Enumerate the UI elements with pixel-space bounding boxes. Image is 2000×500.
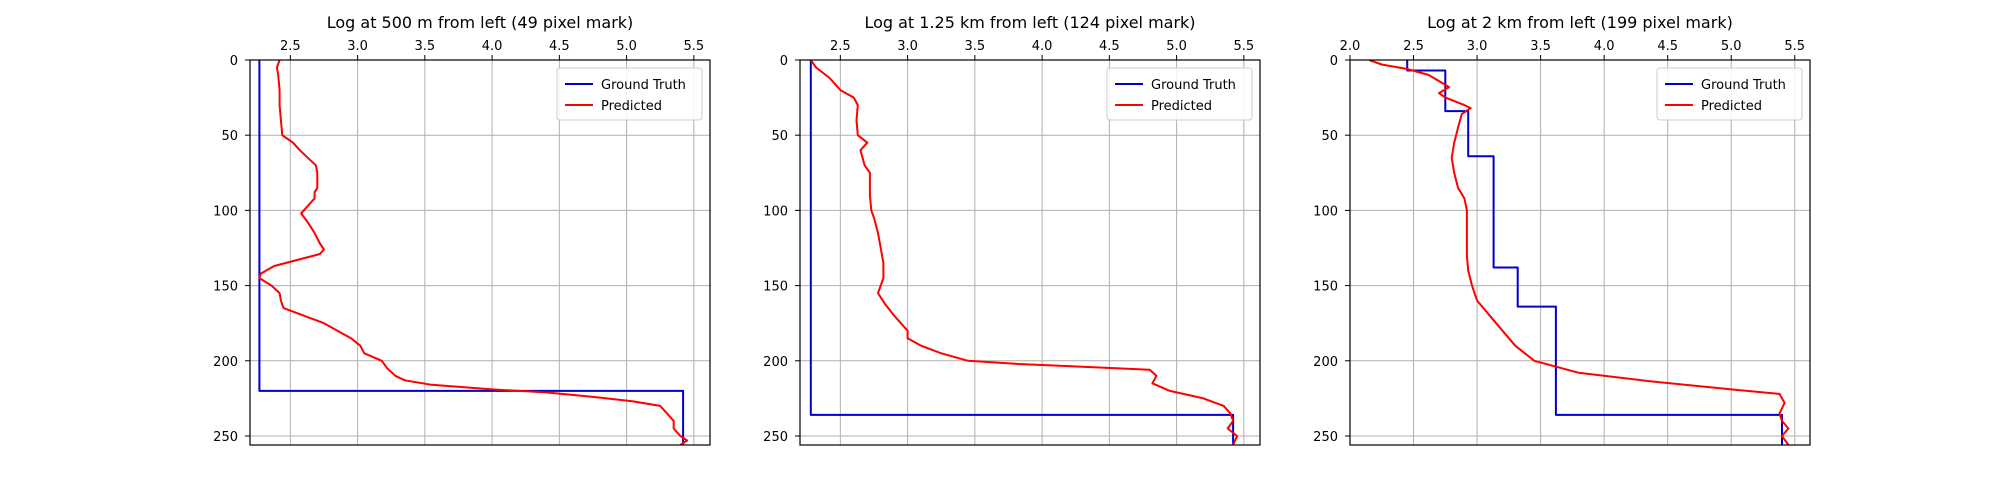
- y-tick-label: 0: [230, 54, 238, 69]
- y-tick-label: 250: [763, 430, 788, 445]
- x-tick-label: 5.5: [1234, 39, 1255, 54]
- chart-panel-3: 2.0 2.5 3.0 3.5 4.0 4.5 5.0 5.5 0 50 100 150 200 250 L…: [1313, 13, 1811, 446]
- legend-label: Ground Truth: [601, 78, 686, 93]
- x-tick-label: 5.0: [1721, 39, 1742, 54]
- y-tick-label: 50: [1321, 129, 1338, 144]
- x-tick-label: 5.5: [684, 39, 705, 54]
- legend: Ground Truth Predicted: [556, 67, 703, 121]
- chart-panel-1: 2.5 3.0 3.5 4.0 4.5 5.0 5.5 0 50 100 150 200 250 Log …: [213, 13, 711, 446]
- y-tick-label: 100: [1313, 204, 1338, 219]
- y-tick-label: 100: [763, 204, 788, 219]
- legend-box: [1106, 67, 1253, 121]
- y-tick-label: 200: [1313, 355, 1338, 370]
- legend: Ground Truth Predicted: [1656, 67, 1803, 121]
- x-tick-label: 3.0: [897, 39, 918, 54]
- axes-frame: [249, 59, 711, 446]
- series-line-ground-truth: [258, 60, 685, 445]
- y-tick-label: 0: [1330, 54, 1338, 69]
- series-line-ground-truth: [1406, 60, 1783, 445]
- y-tick-label: 150: [213, 280, 238, 295]
- x-tick-label: 4.5: [1657, 39, 1678, 54]
- series-line-predicted: [809, 60, 1239, 445]
- y-tick-label: 0: [780, 54, 788, 69]
- chart-title: Log at 2 km from left (199 pixel mark): [1427, 13, 1733, 32]
- y-tick-label: 50: [221, 129, 238, 144]
- chart-title: Log at 1.25 km from left (124 pixel mark…: [864, 13, 1195, 32]
- legend: Ground Truth Predicted: [1106, 67, 1253, 121]
- y-tick-label: 200: [763, 355, 788, 370]
- y-tick-label: 50: [771, 129, 788, 144]
- legend-label: Predicted: [1151, 99, 1212, 114]
- axes-frame: [1349, 59, 1811, 446]
- legend-label: Ground Truth: [1701, 78, 1786, 93]
- legend-box: [556, 67, 703, 121]
- legend-label: Ground Truth: [1151, 78, 1236, 93]
- x-tick-label: 3.5: [965, 39, 986, 54]
- x-tick-label: 5.5: [1784, 39, 1805, 54]
- legend-label: Predicted: [1701, 99, 1762, 114]
- x-tick-label: 5.0: [1166, 39, 1187, 54]
- x-tick-label: 2.0: [1340, 39, 1361, 54]
- series-line-ground-truth: [809, 60, 1235, 445]
- x-tick-label: 2.5: [830, 39, 851, 54]
- x-tick-label: 3.5: [415, 39, 436, 54]
- x-tick-label: 2.5: [1403, 39, 1424, 54]
- x-tick-label: 3.5: [1530, 39, 1551, 54]
- y-tick-label: 250: [1313, 430, 1338, 445]
- y-tick-label: 150: [763, 280, 788, 295]
- x-tick-label: 4.0: [482, 39, 503, 54]
- y-tick-label: 200: [213, 355, 238, 370]
- y-tick-label: 150: [1313, 280, 1338, 295]
- x-tick-label: 4.0: [1032, 39, 1053, 54]
- x-tick-label: 4.0: [1594, 39, 1615, 54]
- series-line-predicted: [1368, 60, 1790, 445]
- y-tick-label: 250: [213, 430, 238, 445]
- legend-box: [1656, 67, 1803, 121]
- x-tick-label: 2.5: [280, 39, 301, 54]
- y-tick-label: 100: [213, 204, 238, 219]
- x-tick-label: 5.0: [616, 39, 637, 54]
- x-tick-label: 4.5: [1099, 39, 1120, 54]
- x-tick-label: 3.0: [1467, 39, 1488, 54]
- axes-frame: [799, 59, 1261, 446]
- series-line-predicted: [258, 60, 689, 445]
- legend-label: Predicted: [601, 99, 662, 114]
- x-tick-label: 3.0: [347, 39, 368, 54]
- chart-title: Log at 500 m from left (49 pixel mark): [327, 13, 634, 32]
- x-tick-label: 4.5: [549, 39, 570, 54]
- chart-panel-2: 2.5 3.0 3.5 4.0 4.5 5.0 5.5 0 50 100 150 200 250 Log …: [763, 13, 1261, 446]
